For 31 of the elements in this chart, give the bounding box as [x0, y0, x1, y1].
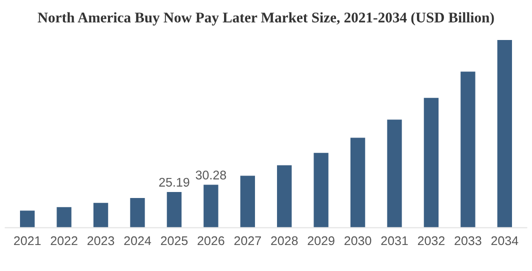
x-tick-label: 2032 [418, 236, 444, 246]
x-tick-label: 2029 [308, 236, 334, 246]
x-tick-label: 2024 [124, 236, 152, 246]
data-label: 25.19 [159, 178, 190, 187]
data-label: 30.28 [196, 170, 226, 180]
bar [314, 152, 328, 228]
x-tick-label: 2030 [344, 236, 372, 246]
bar [277, 165, 292, 228]
bar [460, 72, 476, 228]
x-tick-label: 2031 [381, 236, 408, 246]
x-tick-label: 2028 [271, 236, 298, 246]
bar [204, 184, 218, 228]
bar [93, 202, 108, 228]
bar [20, 210, 35, 228]
bar [56, 207, 72, 228]
bar [240, 176, 255, 228]
x-tick-label: 2025 [160, 236, 188, 246]
x-tick-label: 2021 [14, 236, 41, 246]
x-tick-label: 2026 [198, 236, 224, 246]
bar [350, 138, 366, 228]
x-tick-label: 2023 [88, 236, 114, 246]
x-tick-label: 2027 [234, 236, 261, 246]
bar [166, 192, 182, 228]
bar [497, 40, 512, 228]
x-tick-label: 2034 [491, 236, 518, 246]
chart-title: North America Buy Now Pay Later Market Size, 2021-2034 (USD Billion) [38, 12, 494, 26]
bar [130, 198, 145, 228]
x-tick-label: 2033 [454, 236, 482, 246]
x-tick-label: 2022 [50, 236, 78, 246]
bar [387, 120, 402, 228]
bar [424, 98, 439, 228]
